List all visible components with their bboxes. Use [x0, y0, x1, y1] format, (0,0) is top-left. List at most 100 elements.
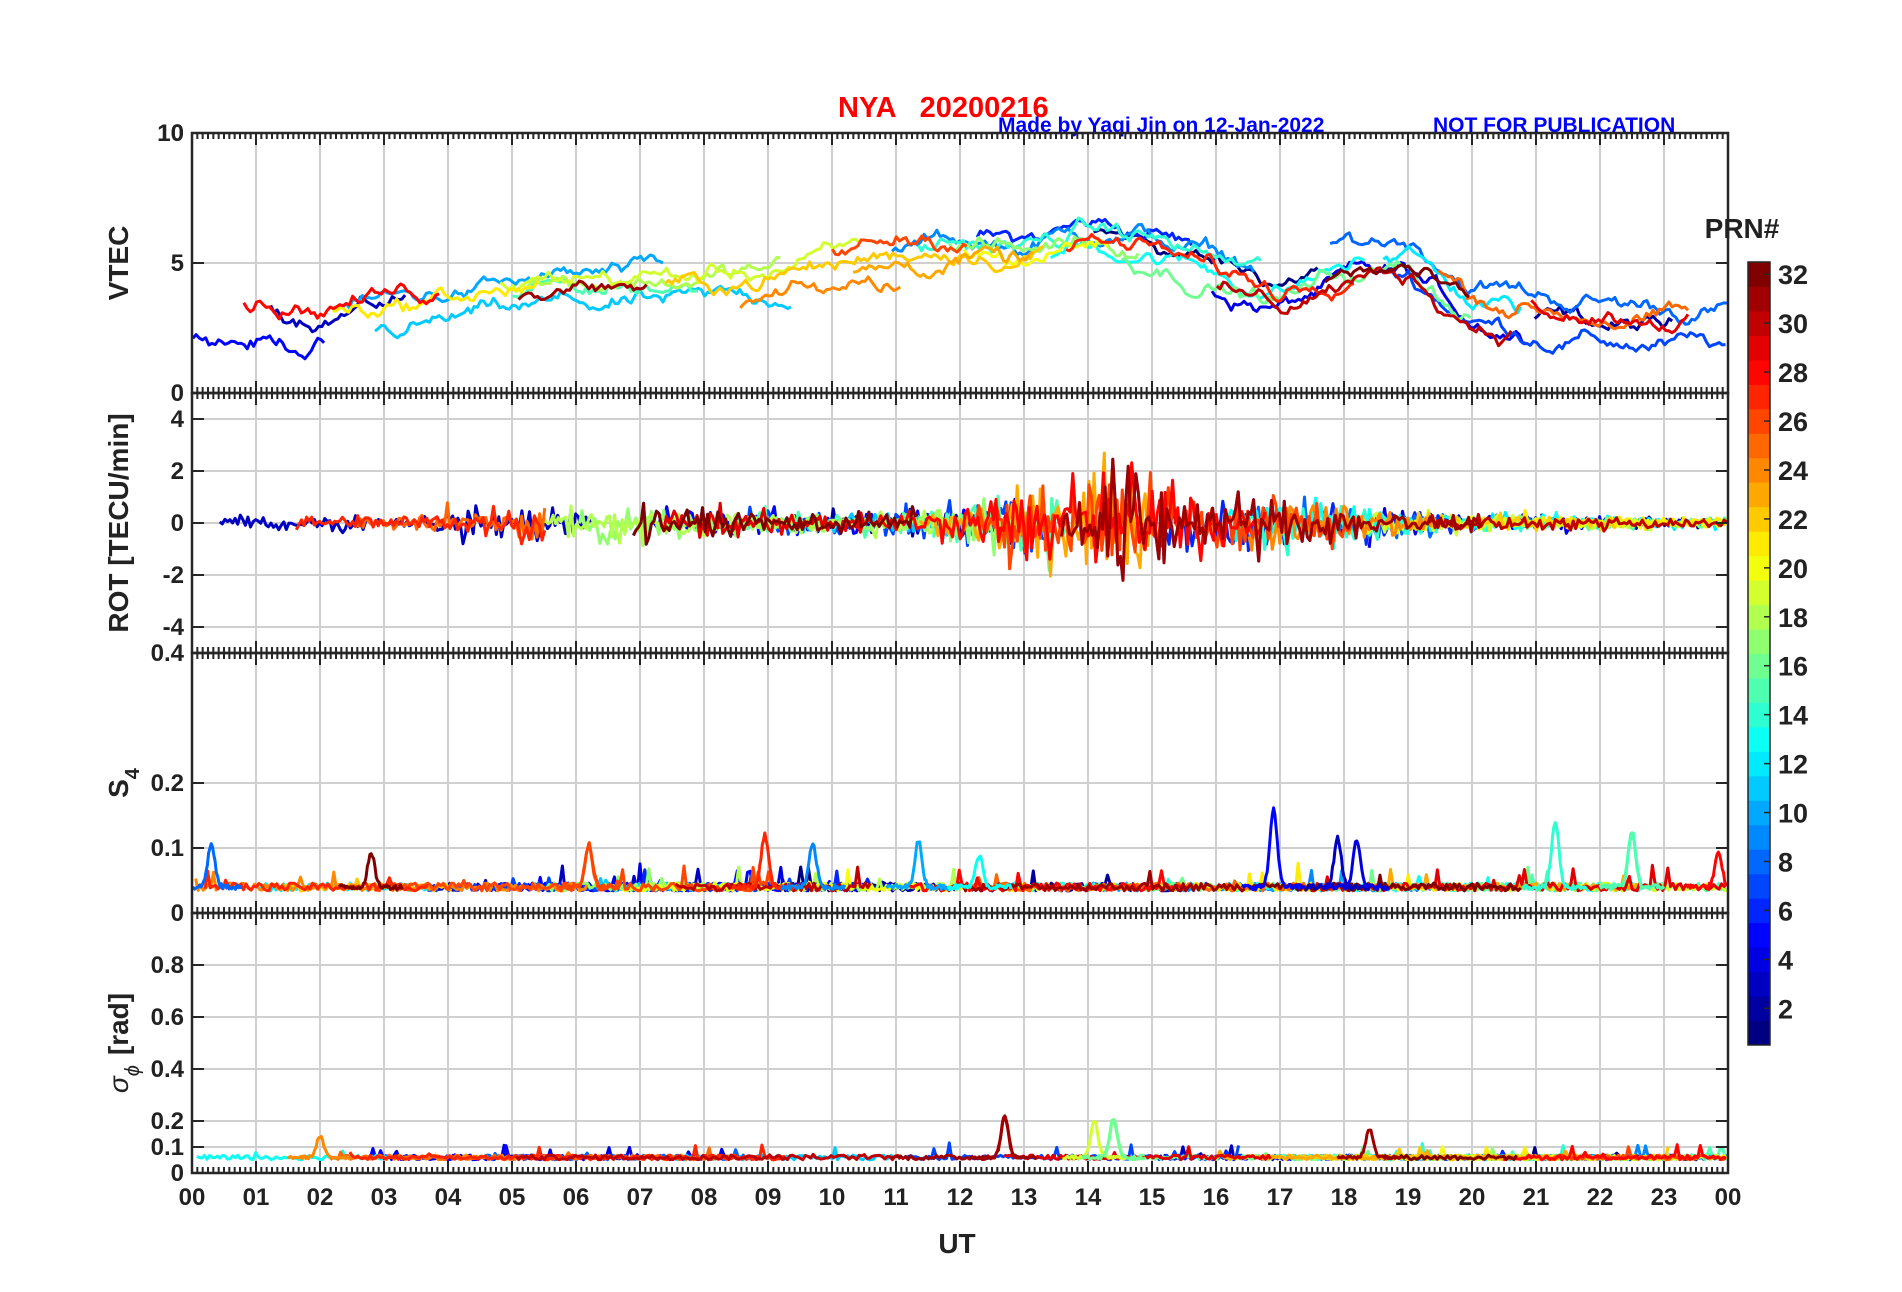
colorbar-tick-label: 22 [1778, 505, 1808, 535]
peak-line [338, 852, 404, 892]
series-line-prn-8 [1329, 231, 1727, 326]
y-tick-label: 0 [171, 900, 184, 927]
series-line-prn-27 [1065, 233, 1355, 303]
series-line-prn-32 [1324, 263, 1470, 299]
y-tick-label: 0 [171, 510, 184, 537]
y-tick-label: 0.2 [151, 770, 184, 797]
y-axis-label: ROT [TECU/min] [103, 413, 134, 632]
peak-line [1062, 1120, 1128, 1161]
x-tick-label: 23 [1651, 1184, 1678, 1211]
colorbar-tick-label: 8 [1778, 847, 1793, 877]
series-line-prn-29 [1530, 299, 1690, 335]
series-line-prn-27 [294, 504, 547, 546]
colorbar-segment [1748, 262, 1770, 287]
x-tick-label: 09 [755, 1184, 782, 1211]
colorbar-tick-label: 14 [1778, 701, 1808, 731]
colorbar-segment [1748, 873, 1770, 899]
x-tick-label: 05 [499, 1184, 526, 1211]
x-tick-label: 00 [179, 1184, 206, 1211]
series-line-prn-27 [203, 869, 429, 893]
notice-text: NOT FOR PUBLICATION [1433, 114, 1675, 137]
colorbar-tick-label: 4 [1778, 945, 1793, 975]
colorbar-segment [1748, 580, 1770, 606]
x-tick-label: 07 [627, 1184, 654, 1211]
figure-title: NYA 20200216 [838, 92, 1049, 124]
y-tick-label: 0 [171, 380, 184, 407]
colorbar-segment [1748, 800, 1770, 826]
sigma-phi-panel: 00.10.2 0.4 0.6 0.8 σϕ[rad] 00 01 02 03 04 05 06 07 0… [103, 911, 1742, 1211]
peak-line [1598, 831, 1666, 891]
colorbar-segment [1748, 898, 1770, 924]
series-line-prn-28 [854, 461, 1267, 564]
series-line-prn-32 [1383, 1153, 1518, 1162]
x-tick-label: 01 [243, 1184, 270, 1211]
series-line-prn-20 [962, 238, 1109, 267]
peak-line [1305, 834, 1372, 892]
x-tick-label: 22 [1587, 1184, 1614, 1211]
series-line-prn-3 [269, 294, 407, 334]
colorbar-segment [1748, 286, 1770, 312]
series-line-prn-32 [632, 501, 919, 546]
y-tick-label: 5 [171, 250, 184, 277]
x-tick-label: 00 [1715, 1184, 1742, 1211]
colorbar-segment [1748, 482, 1770, 508]
peak-line [1521, 821, 1588, 891]
x-tick-label: 17 [1267, 1184, 1294, 1211]
x-tick-label: 15 [1139, 1184, 1166, 1211]
colorbar-segment [1748, 531, 1770, 557]
colorbar-segment [1748, 457, 1770, 483]
peak-line [1336, 1128, 1402, 1161]
x-tick-label: 14 [1075, 1184, 1102, 1211]
colorbar-segment [1748, 996, 1770, 1022]
series-line-prn-13 [1049, 239, 1366, 300]
series-line-prn-11 [374, 284, 792, 340]
colorbar-tick-label: 26 [1778, 407, 1808, 437]
x-tick-label: 08 [691, 1184, 718, 1211]
colorbar-segment [1748, 1020, 1770, 1046]
colorbar-title: PRN# [1705, 213, 1780, 244]
x-tick-label: 06 [563, 1184, 590, 1211]
series-line-prn-21 [332, 280, 539, 319]
colorbar-segment [1748, 947, 1770, 973]
colorbar-segment [1748, 971, 1770, 997]
peak-line [885, 840, 951, 892]
colorbar-segment [1748, 629, 1770, 654]
peak-line [1080, 1118, 1147, 1161]
peak-line [286, 1135, 352, 1161]
series-line-prn-2 [1533, 304, 1674, 332]
series-line-prn-28 [1502, 1143, 1727, 1162]
series-line-prn-7 [1382, 267, 1726, 355]
peak-line [947, 854, 1013, 891]
y-axis-label: S4 [103, 767, 144, 798]
series-group [218, 451, 1728, 582]
series-line-prn-10 [341, 253, 664, 310]
series-line-prn-4 [1210, 259, 1526, 345]
series-line-prn-19 [499, 237, 860, 294]
colorbar-segment [1748, 433, 1770, 459]
x-axis-label: UT [938, 1228, 975, 1259]
y-tick-label: 0.1 [151, 1134, 184, 1161]
peak-line [1685, 850, 1728, 891]
colorbar-tick-label: 12 [1778, 750, 1808, 780]
series-line-prn-30 [1428, 512, 1728, 533]
y-tick-label: 0.4 [151, 1056, 185, 1083]
series-line-prn-30 [1215, 266, 1513, 348]
colorbar-tick-label: 10 [1778, 799, 1808, 829]
colorbar-tick-label: 6 [1778, 896, 1793, 926]
peak-line [971, 1114, 1038, 1161]
series-line-prn-22 [664, 244, 1044, 297]
y-tick-label: 10 [157, 120, 184, 147]
colorbar-segment [1748, 506, 1770, 532]
x-tick-label: 12 [947, 1184, 974, 1211]
colorbar-segment [1748, 604, 1770, 630]
peak-line [731, 831, 798, 891]
x-ticks [191, 913, 1729, 1173]
colorbar-tick-label: 2 [1778, 994, 1793, 1024]
colorbar-tick-label: 18 [1778, 603, 1808, 633]
x-tick-label: 20 [1459, 1184, 1486, 1211]
series-group [192, 216, 1727, 361]
series-line-prn-9 [891, 223, 1256, 273]
y-tick-label: -2 [163, 562, 184, 589]
